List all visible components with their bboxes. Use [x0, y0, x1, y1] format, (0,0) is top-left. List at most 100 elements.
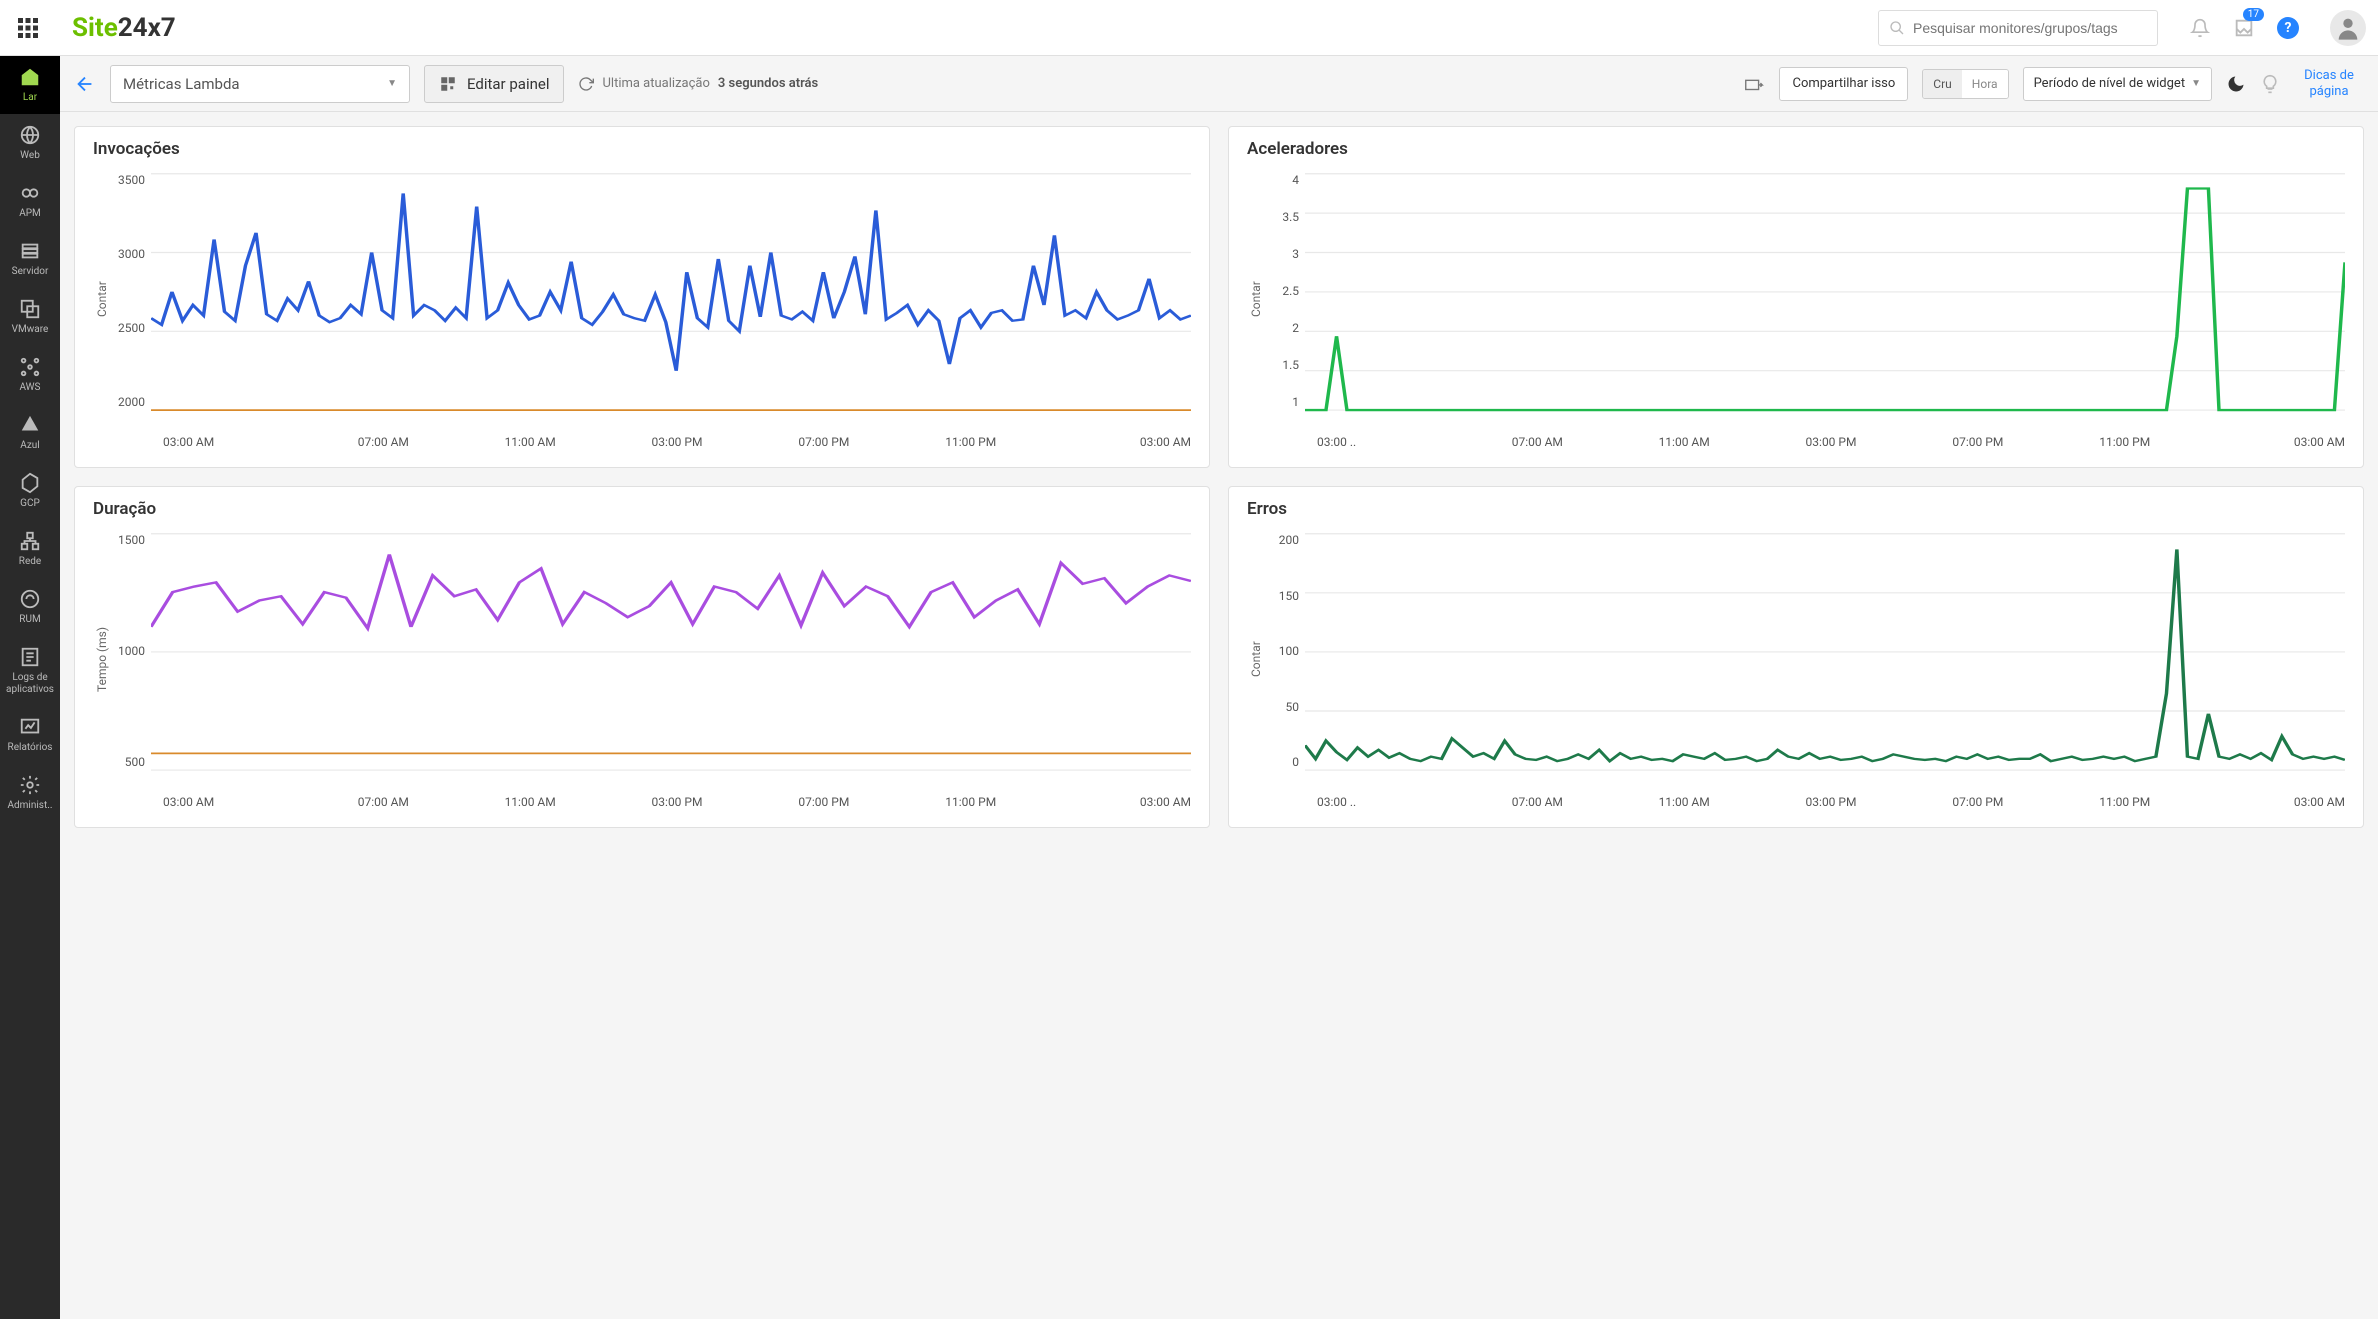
xtick: 03:00 AM: [1044, 435, 1191, 449]
xtick: 07:00 AM: [310, 435, 457, 449]
sidebar-item-label: Azul: [20, 440, 40, 452]
ytick: 1500: [118, 533, 145, 547]
sidebar-item-administ-[interactable]: Administ..: [0, 764, 60, 822]
search-input-wrap[interactable]: [1878, 10, 2158, 46]
sidebar-item-label: Relatórios: [8, 742, 53, 754]
bell-icon[interactable]: [2182, 10, 2218, 46]
xtick: 11:00 AM: [1611, 795, 1758, 809]
y-axis-label: Tempo (ms): [93, 529, 111, 789]
lightbulb-icon[interactable]: [2260, 74, 2280, 94]
sidebar-item-label: Web: [20, 150, 40, 162]
period-label: Período de nível de widget: [2034, 76, 2186, 91]
sidebar-item-label: Servidor: [12, 266, 49, 278]
ytick: 0: [1292, 755, 1299, 769]
share-label: Compartilhar isso: [1792, 76, 1895, 91]
sidebar-item-label: RUM: [19, 614, 40, 626]
panel-invocacoes: Invocações Contar 3500300025002000 03:00…: [74, 126, 1210, 468]
panel-title: Erros: [1247, 499, 2345, 519]
sidebar-item-azul[interactable]: Azul: [0, 404, 60, 462]
refresh-icon[interactable]: [578, 76, 594, 92]
sidebar-item-web[interactable]: Web: [0, 114, 60, 172]
dashboard-selector-label: Métricas Lambda: [123, 75, 240, 93]
apps-grid-icon[interactable]: [12, 12, 44, 44]
page-tips-link[interactable]: Dicas de página: [2294, 68, 2364, 99]
panel-duracao: Duração Tempo (ms) 15001000500 03:00 AM0…: [74, 486, 1210, 828]
brand-logo[interactable]: Site24x7: [72, 13, 176, 43]
ytick: 2000: [118, 395, 145, 409]
sidebar-item-label: Lar: [23, 92, 37, 104]
sidebar-item-logs-de-aplicativos[interactable]: Logs de aplicativos: [0, 636, 60, 706]
plot-area: [151, 169, 1191, 429]
sidebar-item-gcp[interactable]: GCP: [0, 462, 60, 520]
ytick: 1.5: [1282, 358, 1299, 372]
x-axis: 03:00 ..07:00 AM11:00 AM03:00 PM07:00 PM…: [1247, 429, 2345, 449]
help-icon[interactable]: ?: [2270, 10, 2306, 46]
search-icon: [1889, 20, 1905, 36]
xtick: 03:00 AM: [163, 795, 310, 809]
xtick: 11:00 PM: [897, 795, 1044, 809]
export-icon[interactable]: [1743, 73, 1765, 95]
panel-title: Aceleradores: [1247, 139, 2345, 159]
sidebar-item-label: Logs de aplicativos: [2, 672, 58, 696]
xtick: 03:00 PM: [1758, 795, 1905, 809]
plot-area: [151, 529, 1191, 789]
xtick: 03:00 AM: [2198, 795, 2345, 809]
toggle-hour[interactable]: Hora: [1962, 70, 2008, 98]
last-update-value: 3 segundos atrás: [718, 76, 818, 91]
toggle-raw[interactable]: Cru: [1923, 70, 1962, 98]
back-arrow-icon[interactable]: [74, 73, 96, 95]
ytick: 150: [1279, 589, 1299, 603]
ytick: 3000: [118, 247, 145, 261]
xtick: 11:00 PM: [2051, 435, 2198, 449]
topbar: Site24x7 17 ?: [0, 0, 2378, 56]
period-dropdown[interactable]: Período de nível de widget ▼: [2023, 67, 2212, 101]
ytick: 3.5: [1282, 210, 1299, 224]
sidebar-item-aws[interactable]: AWS: [0, 346, 60, 404]
sidebar-item-relat-rios[interactable]: Relatórios: [0, 706, 60, 764]
xtick: 03:00 PM: [604, 795, 751, 809]
ytick: 3: [1292, 247, 1299, 261]
xtick: 07:00 AM: [1464, 435, 1611, 449]
sidebar-item-apm[interactable]: APM: [0, 172, 60, 230]
xtick: 07:00 PM: [750, 435, 897, 449]
share-button[interactable]: Compartilhar isso: [1779, 67, 1908, 101]
xtick: 07:00 AM: [310, 795, 457, 809]
brand-part1: Site: [72, 13, 118, 43]
search-input[interactable]: [1913, 20, 2147, 36]
x-axis: 03:00 ..07:00 AM11:00 AM03:00 PM07:00 PM…: [1247, 789, 2345, 809]
sidebar-item-servidor[interactable]: Servidor: [0, 230, 60, 288]
chevron-down-icon: ▼: [387, 78, 397, 89]
xtick: 03:00 ..: [1317, 795, 1464, 809]
inbox-icon[interactable]: 17: [2226, 10, 2262, 46]
last-update-label: Ultima atualização: [602, 76, 709, 91]
xtick: 03:00 PM: [1758, 435, 1905, 449]
y-axis: 15001000500: [111, 529, 151, 789]
sidebar-item-label: Administ..: [7, 800, 52, 812]
sidebar-item-label: Rede: [19, 556, 41, 568]
ytick: 200: [1279, 533, 1299, 547]
edit-panel-button[interactable]: Editar painel: [424, 65, 564, 103]
xtick: 07:00 PM: [750, 795, 897, 809]
sidebar-item-label: AWS: [20, 382, 41, 394]
ytick: 1000: [118, 644, 145, 658]
dark-mode-icon[interactable]: [2226, 74, 2246, 94]
ytick: 3500: [118, 173, 145, 187]
dashboard-selector-dropdown[interactable]: Métricas Lambda ▼: [110, 65, 410, 103]
raw-hour-toggle: Cru Hora: [1922, 69, 2008, 99]
chart: Contar 43.532.521.51: [1247, 169, 2345, 429]
sidebar: Lar Web APM Servidor VMware AWS Azul GCP Rede RUM…: [0, 56, 60, 1319]
sidebar-item-rum[interactable]: RUM: [0, 578, 60, 636]
sidebar-item-label: APM: [19, 208, 41, 220]
sidebar-item-rede[interactable]: Rede: [0, 520, 60, 578]
xtick: 03:00 AM: [2198, 435, 2345, 449]
ytick: 2500: [118, 321, 145, 335]
xtick: 03:00 ..: [1317, 435, 1464, 449]
chart: Contar 200150100500: [1247, 529, 2345, 789]
user-avatar[interactable]: [2330, 10, 2366, 46]
sidebar-item-vmware[interactable]: VMware: [0, 288, 60, 346]
edit-panel-label: Editar painel: [467, 75, 549, 93]
ytick: 100: [1279, 644, 1299, 658]
ytick: 1: [1292, 395, 1299, 409]
sidebar-item-lar[interactable]: Lar: [0, 56, 60, 114]
plot-area: [1305, 169, 2345, 429]
